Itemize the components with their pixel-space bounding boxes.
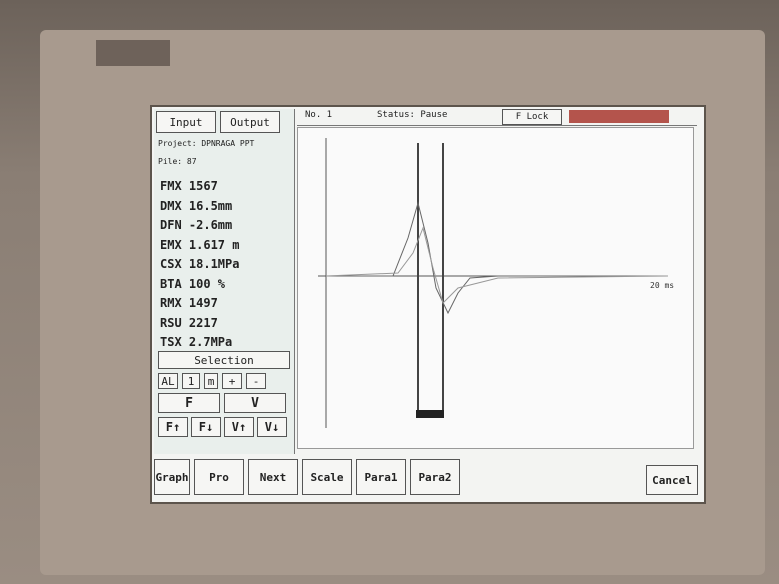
selection-control[interactable]: V↑ [224,417,254,437]
left-panel: Input Output Project: DPNRAGA PPT Pile: … [154,109,295,454]
tab-output[interactable]: Output [220,111,280,133]
force-trace [326,203,668,313]
menu-button[interactable]: Scale [302,459,352,495]
status-pile: No. 1 [305,110,332,120]
project: Project: DPNRAGA PPT [158,139,254,148]
reading: CSX 18.1MPa [160,257,239,271]
selection-control[interactable]: V [224,393,286,413]
menu-button[interactable]: Pro [194,459,244,495]
device-logo [96,40,170,66]
marker-block [416,410,444,418]
selection-control[interactable]: + [222,373,242,389]
selection-control[interactable]: AL [158,373,178,389]
reading: EMX 1.617 m [160,238,239,252]
pile: Pile: 87 [158,157,197,166]
reading: RSU 2217 [160,316,218,330]
selection-title: Selection [158,351,290,369]
screen: Input Output Project: DPNRAGA PPT Pile: … [150,105,706,504]
selection-control[interactable]: F↑ [158,417,188,437]
selection-control[interactable]: - [246,373,266,389]
menu-button[interactable]: Next [248,459,298,495]
menu-button[interactable]: Graph [154,459,190,495]
status-state: Status: Pause [377,110,447,120]
tab-input[interactable]: Input [156,111,216,133]
reading: BTA 100 % [160,277,225,291]
x-unit: 20 ms [650,281,674,290]
menu-button[interactable]: Para1 [356,459,406,495]
selection-control[interactable]: 1 [182,373,200,389]
selection-control[interactable]: m [204,373,218,389]
f-lock[interactable]: F Lock [502,109,562,125]
graph-svg: 20 ms [298,128,693,448]
status-bar: No. 1 Status: Pause F Lock [297,109,697,126]
menu-button[interactable]: Para2 [410,459,460,495]
reading: DFN -2.6mm [160,218,232,232]
signal-bar [569,110,669,123]
reading: DMX 16.5mm [160,199,232,213]
velocity-trace [326,228,668,303]
selection-control[interactable]: F [158,393,220,413]
selection-control[interactable]: F↓ [191,417,221,437]
reading: TSX 2.7MPa [160,335,232,349]
reading: RMX 1497 [160,296,218,310]
photo-background: Input Output Project: DPNRAGA PPT Pile: … [0,0,779,584]
graph-area: 20 ms [297,127,694,449]
selection-control[interactable]: V↓ [257,417,287,437]
reading: FMX 1567 [160,179,218,193]
cancel-button[interactable]: Cancel [646,465,698,495]
